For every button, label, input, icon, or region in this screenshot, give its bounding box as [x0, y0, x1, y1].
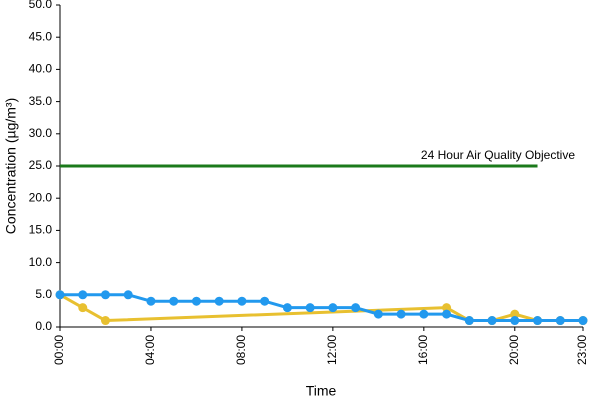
series-point	[305, 303, 315, 313]
series-point	[237, 296, 247, 306]
series-point	[214, 296, 224, 306]
series-point	[396, 309, 406, 319]
series-point	[328, 303, 338, 313]
y-tick-label: 25.0	[29, 158, 53, 172]
reference-label: 24 Hour Air Quality Objective	[421, 148, 575, 162]
y-tick-label: 15.0	[29, 223, 53, 237]
series-point	[442, 303, 452, 313]
series-point	[510, 316, 520, 326]
x-tick-label: 04:00	[143, 335, 157, 365]
series-point	[510, 309, 520, 319]
y-tick-label: 20.0	[29, 190, 53, 204]
series-point	[260, 296, 270, 306]
x-tick-label: 12:00	[325, 335, 339, 365]
series-point	[373, 309, 383, 319]
y-tick-label: 5.0	[35, 287, 52, 301]
y-axis-title: Concentration (µg/m³)	[3, 98, 19, 234]
series-point	[533, 316, 543, 326]
series-point	[282, 303, 292, 313]
series-point	[78, 290, 88, 300]
y-tick-label: 50.0	[29, 0, 53, 11]
y-tick-label: 30.0	[29, 126, 53, 140]
y-tick-label: 35.0	[29, 94, 53, 108]
series-point	[351, 303, 361, 313]
x-tick-label: 20:00	[507, 335, 521, 365]
x-tick-label: 00:00	[52, 335, 66, 365]
series-point	[578, 316, 588, 326]
x-axis-title: Time	[306, 383, 337, 399]
series-point	[487, 316, 497, 326]
y-tick-label: 45.0	[29, 29, 53, 43]
series-point	[555, 316, 565, 326]
series-point	[169, 296, 179, 306]
series-point	[78, 303, 88, 313]
series-point	[100, 290, 110, 300]
series-point	[146, 296, 156, 306]
series-point	[464, 316, 474, 326]
y-tick-label: 0.0	[35, 319, 52, 333]
series-point	[123, 290, 133, 300]
series-point	[100, 316, 110, 326]
series-point	[191, 296, 201, 306]
x-tick-label: 16:00	[416, 335, 430, 365]
x-tick-label: 23:00	[575, 335, 589, 365]
series-point	[419, 309, 429, 319]
series-point	[442, 309, 452, 319]
x-tick-label: 08:00	[234, 335, 248, 365]
series-point	[55, 290, 65, 300]
y-tick-label: 40.0	[29, 62, 53, 76]
y-tick-label: 10.0	[29, 255, 53, 269]
